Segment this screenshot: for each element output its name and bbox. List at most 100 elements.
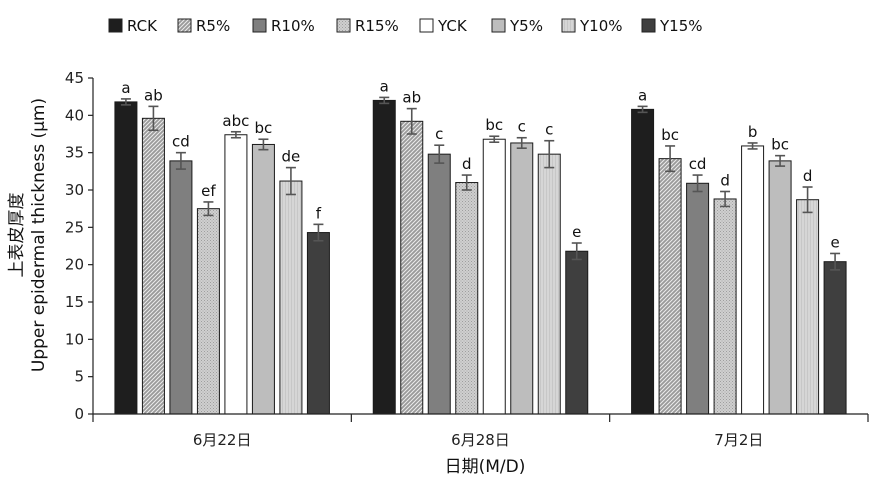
legend-item: RCK [108,17,158,35]
legend-label: Y10% [579,17,623,35]
bar [224,134,248,415]
error-bar [148,105,159,132]
y-tick-label: 0 [74,405,84,423]
legend-swatch [177,18,192,33]
error-bar [379,96,390,105]
y-tick-label: 25 [65,218,84,236]
error-bar [175,151,186,170]
significance-label: e [830,233,839,251]
legend-label: YCK [437,17,468,35]
bar [455,182,479,415]
bar [823,261,847,415]
bar [196,208,220,415]
error-bar [489,135,500,144]
x-axis-title: 日期(M/D) [445,457,526,477]
y-tick-label: 40 [65,106,84,124]
bar [114,101,138,415]
bar [796,199,820,415]
bar [279,180,303,415]
significance-label: f [316,204,322,222]
error-bar [313,223,324,242]
bar [658,158,682,415]
x-tick-label: 6月28日 [451,431,510,449]
legend-item: Y15% [641,17,703,35]
legend-label: Y15% [659,17,703,35]
legend-label: Y5% [509,17,543,35]
significance-label: a [380,77,389,95]
legend-label: R5% [196,17,230,35]
bar [141,117,165,415]
significance-label: cd [172,133,190,151]
significance-label: c [435,125,443,143]
bar [482,138,506,415]
bar [372,99,396,415]
significance-label: e [572,223,581,241]
significance-label: b [748,123,758,141]
bar [427,153,451,415]
significance-label: a [121,79,130,97]
y-axis: 0 5 10 15 20 25 30 35 40 45 [65,69,94,423]
legend-label: R10% [271,17,315,35]
x-tick-label: 6月22日 [193,431,252,449]
y-axis-title-en: Upper epidermal thickness (μm) [29,98,49,372]
legend-item: R5% [177,17,230,35]
significance-label: ef [201,182,216,200]
y-tick-label: 10 [65,330,84,348]
legend: RCK R5% R10% R15% YCK Y5% Y10% Y15% [108,17,703,35]
significance-label: de [282,148,301,166]
error-bar [434,144,445,164]
legend-swatch [336,18,351,33]
x-axis: 6月22日 6月28日 7月2日 [92,413,869,449]
legend-swatch [561,18,576,33]
bar [169,160,193,415]
significance-label: bc [661,126,679,144]
significance-label: cd [689,155,707,173]
y-tick-label: 20 [65,256,84,274]
legend-swatch [419,18,434,33]
bar [741,145,765,415]
bar [631,108,655,415]
error-bar [747,142,758,150]
error-bar [571,242,582,261]
bar [768,160,792,415]
bar [400,120,424,415]
y-tick-label: 30 [65,181,84,199]
legend-item: R15% [336,17,399,35]
legend-label: R15% [355,17,399,35]
legend-item: YCK [419,17,468,35]
significance-label: ab [402,89,421,107]
error-bar [544,139,555,169]
error-bar [830,252,841,271]
significance-label: bc [771,136,789,154]
error-bar [203,201,214,217]
significance-label: d [720,171,730,189]
significance-label: a [638,86,647,104]
bar [510,142,534,415]
bar [251,143,275,415]
error-bar [461,174,472,191]
bar [306,232,330,415]
significance-label: d [803,167,813,185]
error-bar [120,98,131,106]
bar [537,153,561,415]
y-axis-title: 上表皮厚度 Upper epidermal thickness (μm) [7,98,49,372]
significance-label: d [462,155,472,173]
error-bar [637,105,648,114]
error-bar [692,174,703,193]
error-bar [665,145,676,173]
legend-swatch [641,18,656,33]
significance-label: c [518,118,526,136]
bar [713,198,737,415]
legend-item: R10% [252,17,315,35]
legend-swatch [108,18,123,33]
legend-swatch [491,18,506,33]
significance-label: bc [255,119,273,137]
error-bar [516,136,527,149]
legend-label: RCK [127,17,158,35]
error-bar [720,190,731,208]
legend-item: Y5% [491,17,543,35]
error-bar [230,130,241,139]
y-tick-label: 45 [65,69,84,87]
